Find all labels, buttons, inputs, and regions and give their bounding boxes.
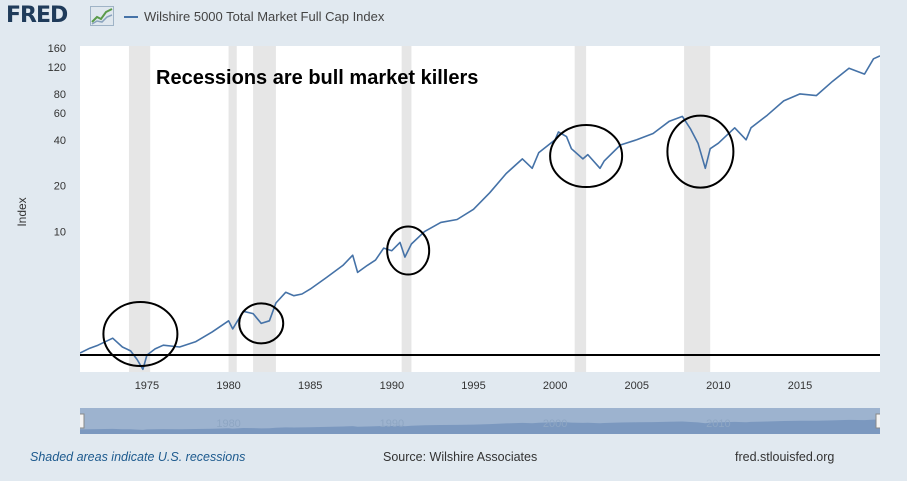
y-tick-label: 20 bbox=[54, 181, 66, 193]
y-axis-label: Index bbox=[15, 197, 29, 226]
chart-annotation: Recessions are bull market killers bbox=[156, 67, 478, 89]
x-tick-label: 1985 bbox=[298, 380, 322, 392]
y-tick-label: 80 bbox=[54, 89, 66, 101]
legend-swatch bbox=[124, 15, 138, 18]
x-tick-label: 1975 bbox=[135, 380, 159, 392]
navigator-tick-label: 2000 bbox=[543, 418, 567, 430]
y-tick-label: 120 bbox=[48, 62, 66, 74]
recession-band-1 bbox=[228, 46, 237, 372]
navigator-tick-label: 1980 bbox=[216, 418, 240, 430]
range-navigator[interactable]: 1980 1990 2000 2010 bbox=[77, 408, 883, 434]
y-tick-label: 160 bbox=[48, 43, 66, 55]
x-tick-label: 2000 bbox=[543, 380, 567, 392]
circle-highlight-1 bbox=[238, 302, 285, 345]
recession-band-2 bbox=[253, 46, 276, 372]
circle-highlight-2 bbox=[386, 225, 431, 276]
circle-highlight-0 bbox=[102, 301, 179, 367]
recession-band-4 bbox=[574, 46, 587, 372]
x-tick-label: 1990 bbox=[380, 380, 404, 392]
chart-header: FRED Wilshire 5000 Total Market Full Cap… bbox=[0, 0, 907, 36]
y-tick-label: 10 bbox=[54, 227, 66, 239]
chart-svg: Recessions are bull market killers bbox=[79, 46, 881, 372]
x-tick-label: 2005 bbox=[624, 380, 648, 392]
x-tick-label: 1995 bbox=[461, 380, 485, 392]
navigator-area bbox=[80, 419, 880, 434]
recession-band-3 bbox=[401, 46, 412, 372]
recession-band-0 bbox=[128, 46, 151, 372]
source-text: Source: Wilshire Associates bbox=[383, 450, 538, 464]
x-tick-label: 2015 bbox=[788, 380, 812, 392]
navigator-right-handle[interactable] bbox=[875, 413, 883, 429]
series-line bbox=[79, 55, 881, 371]
legend-label: Wilshire 5000 Total Market Full Cap Inde… bbox=[144, 9, 385, 24]
recession-band-5 bbox=[684, 46, 711, 372]
chart-line-icon bbox=[90, 6, 114, 26]
x-tick-label: 1980 bbox=[216, 380, 240, 392]
y-tick-label: 40 bbox=[54, 135, 66, 147]
site-link[interactable]: fred.stlouisfed.org bbox=[735, 450, 835, 464]
navigator-left-handle[interactable] bbox=[77, 413, 85, 429]
plot-area[interactable]: Recessions are bull market killers bbox=[79, 46, 881, 372]
fred-logo[interactable]: FRED bbox=[6, 3, 68, 28]
circle-highlight-4 bbox=[666, 114, 735, 189]
circle-highlight-3 bbox=[549, 124, 624, 189]
x-tick-label: 2010 bbox=[706, 380, 730, 392]
navigator-tick-label: 2010 bbox=[706, 418, 730, 430]
series-legend[interactable]: Wilshire 5000 Total Market Full Cap Inde… bbox=[124, 9, 384, 24]
navigator-tick-label: 1990 bbox=[380, 418, 404, 430]
y-tick-label: 60 bbox=[54, 108, 66, 120]
recessions-note: Shaded areas indicate U.S. recessions bbox=[30, 450, 246, 464]
